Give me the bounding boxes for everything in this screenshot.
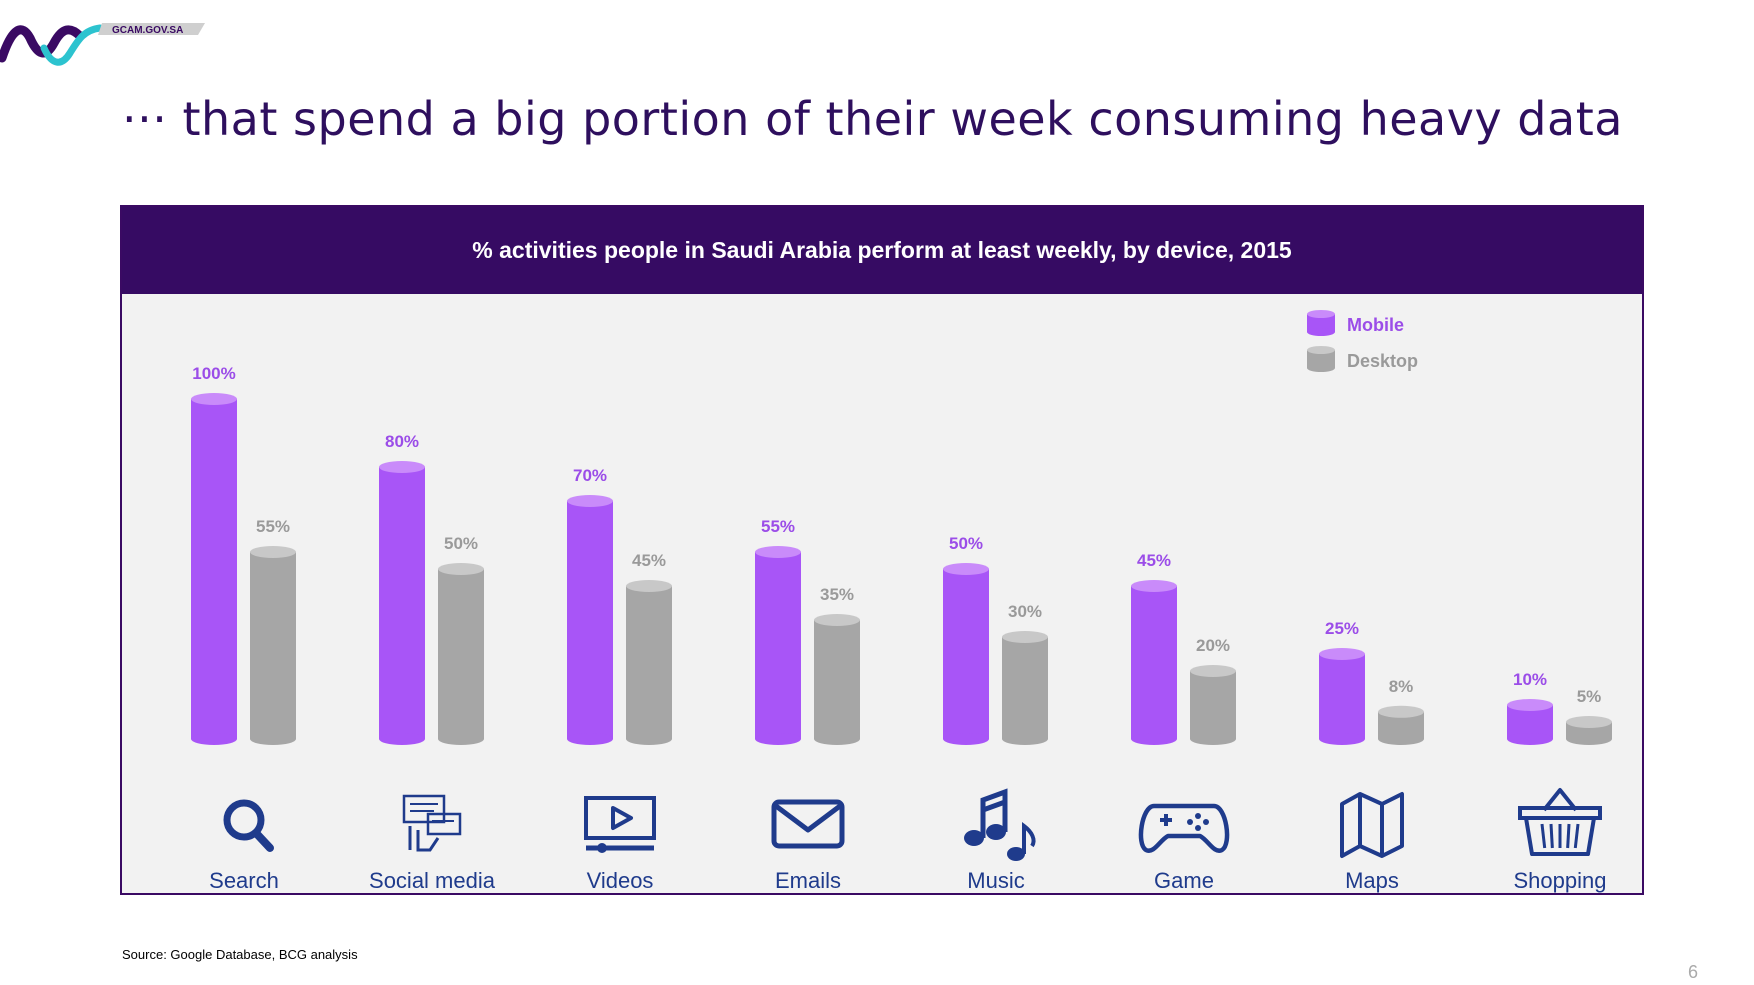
music-icon	[964, 788, 1036, 861]
legend-label-desktop: Desktop	[1347, 351, 1418, 371]
page-title: ··· that spend a big portion of their we…	[122, 92, 1623, 146]
bar-desktop-6	[1378, 705, 1424, 745]
data-label-desktop-5: 20%	[1196, 636, 1230, 655]
shopping-basket-icon	[1518, 788, 1602, 856]
data-label-mobile-3: 55%	[761, 517, 795, 536]
bar-mobile-7	[1507, 699, 1553, 745]
data-label-desktop-7: 5%	[1577, 687, 1602, 706]
data-label-mobile-4: 50%	[949, 534, 983, 553]
category-label-7: Shopping	[1514, 868, 1607, 893]
chart-panel: % activities people in Saudi Arabia perf…	[120, 205, 1644, 895]
bar-desktop-7	[1566, 716, 1612, 745]
bar-chart: 100% 55% Search 80% 50% Social media 70% 45% Vid…	[191, 310, 1612, 893]
bar-mobile-3	[755, 546, 801, 745]
legend-item-desktop: Desktop	[1307, 346, 1418, 372]
category-label-4: Music	[967, 868, 1024, 893]
category-label-0: Search	[209, 868, 279, 893]
map-icon	[1340, 792, 1404, 858]
data-label-desktop-0: 55%	[256, 517, 290, 536]
data-label-desktop-2: 45%	[632, 551, 666, 570]
bar-mobile-5	[1131, 580, 1177, 745]
gcam-logo: GCAM.GOV.SA	[0, 23, 205, 66]
data-label-desktop-1: 50%	[444, 534, 478, 553]
data-label-mobile-1: 80%	[385, 432, 419, 451]
data-label-desktop-6: 8%	[1389, 677, 1414, 696]
category-label-6: Maps	[1345, 868, 1399, 893]
data-label-mobile-5: 45%	[1137, 551, 1171, 570]
bar-desktop-2	[626, 580, 672, 745]
bar-desktop-5	[1190, 665, 1236, 745]
bar-mobile-0	[191, 393, 237, 745]
category-label-5: Game	[1154, 868, 1214, 893]
source-note: Source: Google Database, BCG analysis	[122, 947, 358, 962]
data-label-mobile-6: 25%	[1325, 619, 1359, 638]
bar-mobile-2	[567, 495, 613, 745]
chart-title: % activities people in Saudi Arabia perf…	[122, 207, 1642, 294]
bar-mobile-4	[943, 563, 989, 745]
email-icon	[771, 799, 845, 849]
page-number: 6	[1688, 962, 1699, 982]
social-media-icon	[402, 794, 462, 852]
category-label-1: Social media	[369, 868, 496, 893]
data-label-desktop-3: 35%	[820, 585, 854, 604]
legend-label-mobile: Mobile	[1347, 315, 1404, 335]
data-label-mobile-0: 100%	[192, 364, 235, 383]
video-icon	[584, 796, 656, 853]
game-controller-icon	[1138, 803, 1230, 853]
data-label-mobile-2: 70%	[573, 466, 607, 485]
data-label-desktop-4: 30%	[1008, 602, 1042, 621]
bar-desktop-3	[814, 614, 860, 745]
bar-desktop-1	[438, 563, 484, 745]
bar-desktop-0	[250, 546, 296, 745]
logo-text: GCAM.GOV.SA	[112, 25, 183, 36]
bar-mobile-1	[379, 461, 425, 745]
bar-desktop-4	[1002, 631, 1048, 745]
search-icon	[223, 799, 274, 852]
category-label-2: Videos	[587, 868, 654, 893]
legend-item-mobile: Mobile	[1307, 310, 1404, 336]
bar-mobile-6	[1319, 648, 1365, 745]
data-label-mobile-7: 10%	[1513, 670, 1547, 689]
category-label-3: Emails	[775, 868, 841, 893]
